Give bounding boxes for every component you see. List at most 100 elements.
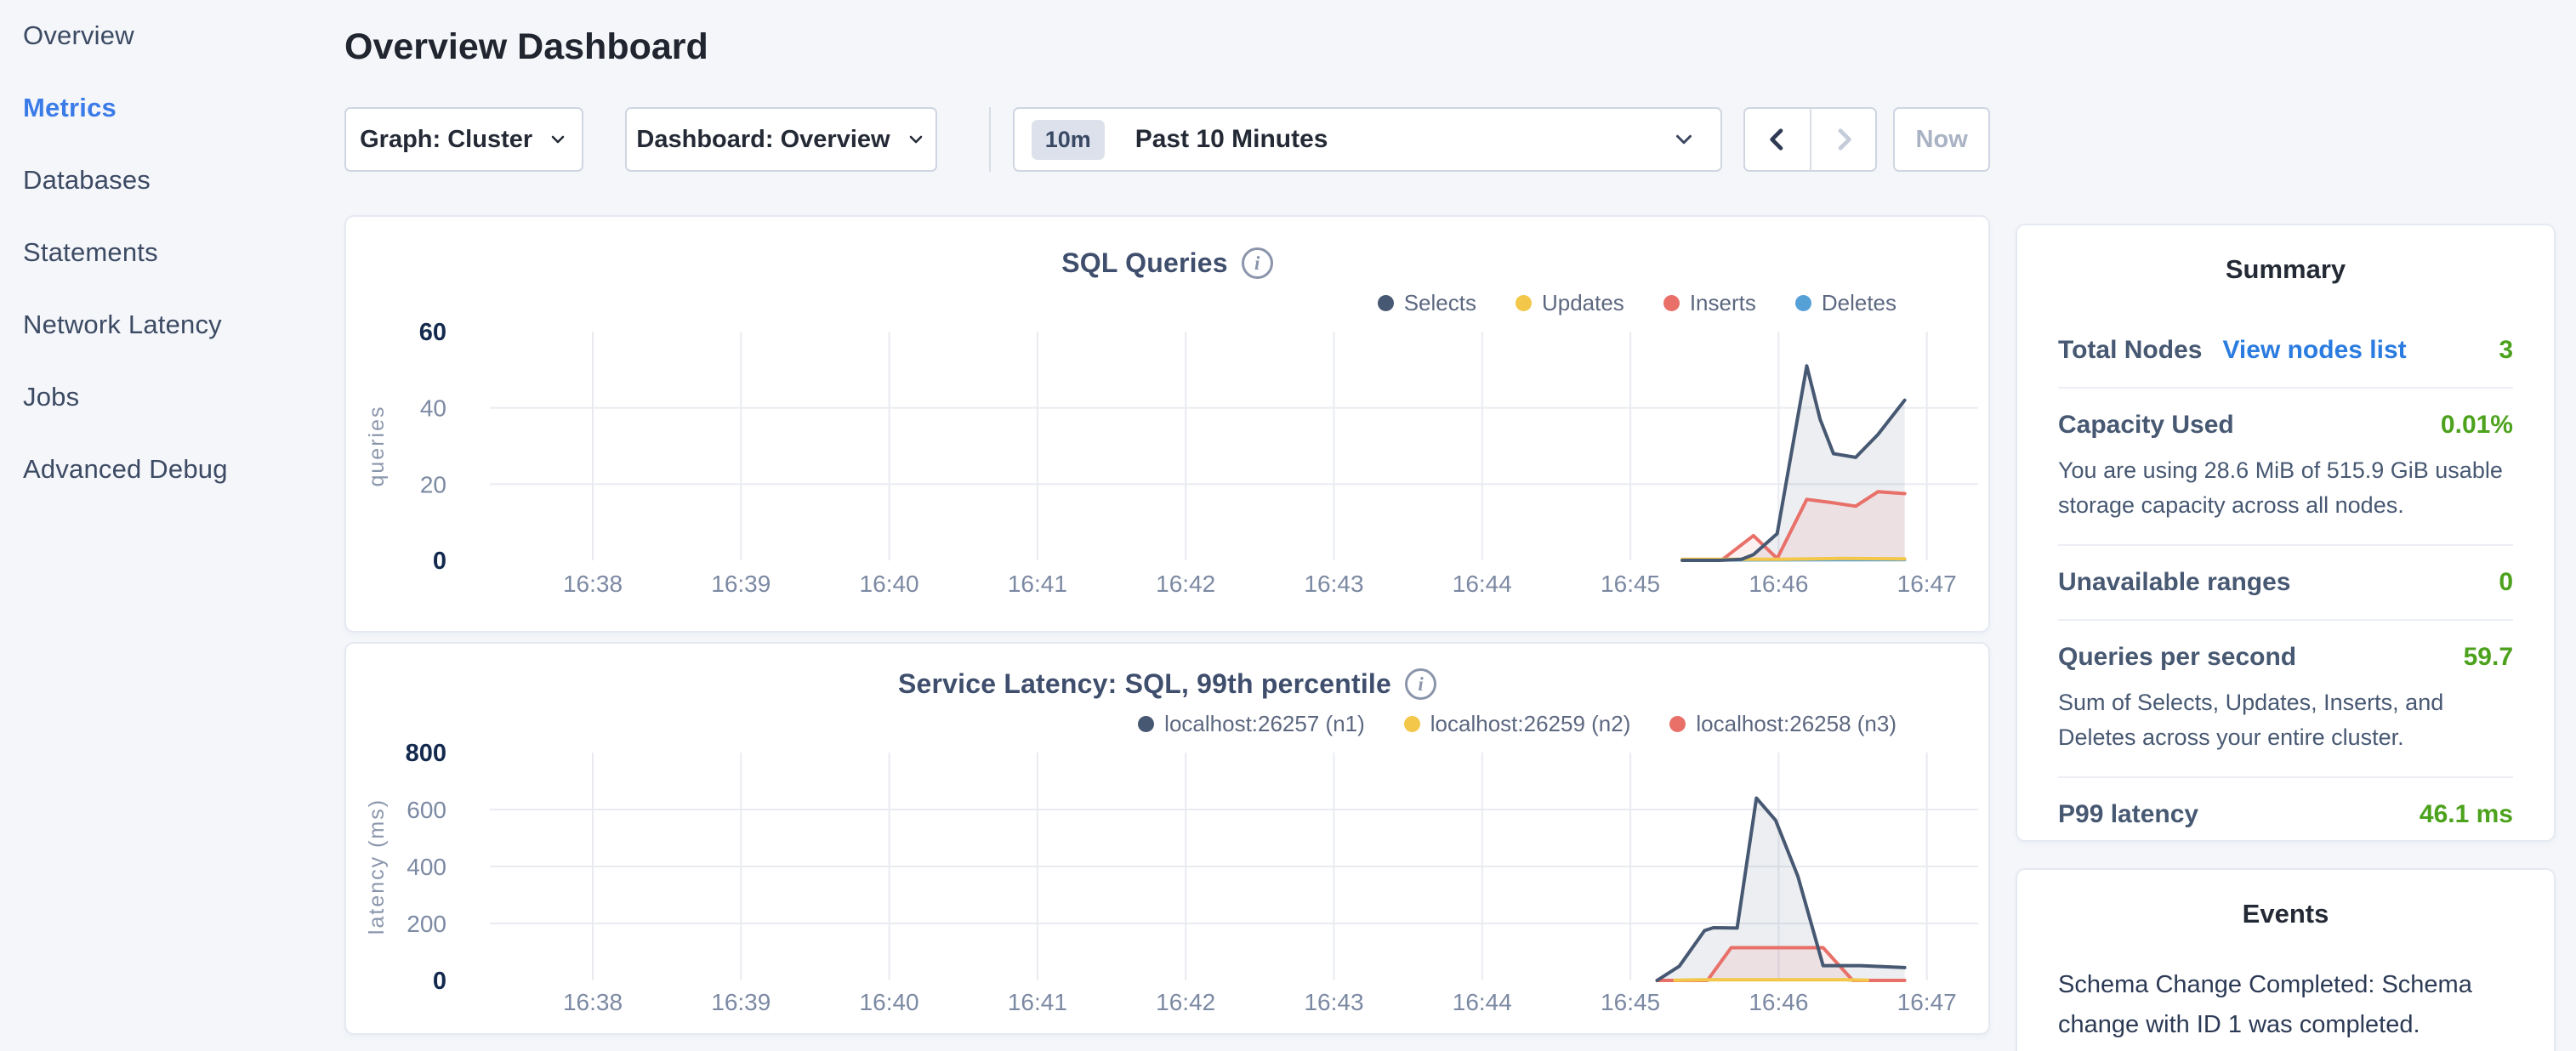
time-forward-button[interactable] bbox=[1809, 109, 1875, 170]
svg-text:0: 0 bbox=[433, 968, 446, 995]
svg-text:16:41: 16:41 bbox=[1008, 571, 1067, 597]
svg-text:60: 60 bbox=[419, 319, 446, 346]
legend-item: localhost:26258 (n3) bbox=[1669, 711, 1896, 737]
svg-text:16:38: 16:38 bbox=[563, 989, 623, 1015]
legend-dot bbox=[1669, 716, 1686, 732]
svg-text:400: 400 bbox=[407, 854, 446, 880]
summary-label: P99 latency bbox=[2058, 800, 2199, 828]
toolbar-divider bbox=[988, 107, 991, 172]
summary-description: Sum of Selects, Updates, Inserts, and De… bbox=[2058, 690, 2444, 750]
chevron-down-icon bbox=[1671, 127, 1697, 152]
svg-text:600: 600 bbox=[407, 797, 446, 823]
svg-text:40: 40 bbox=[420, 395, 446, 422]
chart-plot-area[interactable]: 16:38 16:39 16:40 16:41 16:42 16:43 16:44 16:45… bbox=[346, 217, 1992, 634]
sidebar-item-jobs[interactable]: Jobs bbox=[23, 382, 80, 412]
svg-text:16:41: 16:41 bbox=[1008, 989, 1067, 1015]
svg-text:16:42: 16:42 bbox=[1156, 571, 1215, 597]
summary-label: Unavailable ranges bbox=[2058, 568, 2291, 596]
summary-row-total-nodes: Total Nodes View nodes list 3 bbox=[2058, 314, 2513, 387]
chart-legend: Selects Updates Inserts Deletes bbox=[1377, 290, 1896, 316]
svg-text:16:47: 16:47 bbox=[1897, 571, 1957, 597]
svg-text:16:40: 16:40 bbox=[860, 989, 919, 1015]
svg-text:16:47: 16:47 bbox=[1897, 989, 1957, 1015]
summary-description: You are using 28.6 MiB of 515.9 GiB usab… bbox=[2058, 457, 2503, 518]
svg-text:20: 20 bbox=[420, 471, 446, 497]
legend-item: Deletes bbox=[1794, 290, 1896, 316]
legend-item: localhost:26257 (n1) bbox=[1138, 711, 1365, 737]
svg-text:16:44: 16:44 bbox=[1453, 989, 1512, 1015]
svg-text:16:43: 16:43 bbox=[1304, 571, 1363, 597]
chart-title: Service Latency: SQL, 99th percentile bbox=[897, 668, 1392, 699]
svg-text:16:45: 16:45 bbox=[1601, 989, 1660, 1015]
chevron-right-icon bbox=[1828, 123, 1860, 156]
svg-text:0: 0 bbox=[433, 548, 446, 575]
svg-text:16:45: 16:45 bbox=[1601, 571, 1660, 597]
legend-dot bbox=[1663, 295, 1680, 311]
time-range-badge: 10m bbox=[1031, 119, 1105, 160]
svg-text:16:39: 16:39 bbox=[711, 989, 771, 1015]
legend-item: Updates bbox=[1515, 290, 1624, 316]
time-step-buttons bbox=[1743, 107, 1878, 172]
summary-value: 3 bbox=[2499, 336, 2513, 364]
dashboard-dropdown[interactable]: Dashboard: Overview bbox=[625, 107, 937, 172]
svg-text:800: 800 bbox=[406, 740, 446, 767]
svg-text:queries: queries bbox=[365, 406, 389, 487]
sidebar-item-advanced-debug[interactable]: Advanced Debug bbox=[23, 454, 228, 484]
time-range-label: Past 10 Minutes bbox=[1134, 125, 1328, 153]
graph-scope-dropdown[interactable]: Graph: Cluster bbox=[344, 107, 584, 172]
svg-text:16:46: 16:46 bbox=[1749, 571, 1808, 597]
legend-dot bbox=[1138, 716, 1155, 732]
chevron-down-icon bbox=[548, 129, 568, 150]
legend-item: localhost:26259 (n2) bbox=[1403, 711, 1630, 737]
chevron-down-icon bbox=[906, 129, 926, 150]
info-icon[interactable]: i bbox=[1241, 247, 1273, 279]
svg-text:16:40: 16:40 bbox=[860, 571, 919, 597]
legend-dot bbox=[1403, 716, 1420, 732]
summary-value: 46.1 ms bbox=[2419, 800, 2513, 828]
now-button[interactable]: Now bbox=[1893, 107, 1990, 172]
svg-text:16:39: 16:39 bbox=[711, 571, 771, 597]
legend-item: Inserts bbox=[1663, 290, 1756, 316]
chart-legend: localhost:26257 (n1) localhost:26259 (n2)… bbox=[1138, 711, 1896, 737]
summary-row-p99-latency: P99 latency 46.1 ms bbox=[2058, 776, 2513, 851]
summary-row-capacity-used: Capacity Used 0.01% You are using 28.6 M… bbox=[2058, 387, 2513, 544]
events-title: Events bbox=[2242, 899, 2329, 929]
info-icon[interactable]: i bbox=[1405, 668, 1437, 700]
legend-item: Selects bbox=[1377, 290, 1476, 316]
summary-title: Summary bbox=[2225, 254, 2346, 284]
svg-text:latency (ms): latency (ms) bbox=[365, 798, 389, 935]
summary-label: Queries per second bbox=[2058, 643, 2297, 671]
svg-text:16:38: 16:38 bbox=[563, 571, 623, 597]
view-nodes-list-link[interactable]: View nodes list bbox=[2222, 336, 2407, 364]
sidebar-item-metrics[interactable]: Metrics bbox=[23, 93, 117, 122]
legend-dot bbox=[1794, 295, 1811, 311]
events-panel: Events Schema Change Completed: Schema c… bbox=[2016, 868, 2556, 1051]
sidebar-item-overview[interactable]: Overview bbox=[23, 20, 134, 50]
time-back-button[interactable] bbox=[1745, 109, 1809, 170]
summary-row-queries-per-second: Queries per second 59.7 Sum of Selects, … bbox=[2058, 619, 2513, 776]
svg-text:16:44: 16:44 bbox=[1453, 571, 1512, 597]
chart-plot-area[interactable]: 16:38 16:39 16:40 16:41 16:42 16:43 16:44 16:45… bbox=[346, 644, 1992, 1037]
summary-value: 59.7 bbox=[2463, 643, 2513, 671]
svg-text:16:46: 16:46 bbox=[1749, 989, 1808, 1015]
event-item-text: Schema Change Completed: Schema change w… bbox=[2058, 971, 2472, 1038]
toolbar: Graph: Cluster Dashboard: Overview 10m P… bbox=[344, 107, 1990, 172]
summary-value: 0 bbox=[2499, 568, 2513, 596]
main-content: Overview Dashboard Graph: Cluster Dashbo… bbox=[344, 0, 1990, 1035]
svg-text:200: 200 bbox=[407, 911, 446, 937]
svg-text:16:43: 16:43 bbox=[1304, 989, 1363, 1015]
summary-row-unavailable-ranges: Unavailable ranges 0 bbox=[2058, 544, 2513, 619]
summary-panel: Summary Total Nodes View nodes list 3 Ca… bbox=[2016, 224, 2556, 842]
page-title: Overview Dashboard bbox=[344, 26, 708, 67]
sidebar-item-databases[interactable]: Databases bbox=[23, 165, 151, 195]
sidebar-item-statements[interactable]: Statements bbox=[23, 237, 158, 267]
graph-scope-label: Graph: Cluster bbox=[360, 125, 533, 153]
time-range-dropdown[interactable]: 10m Past 10 Minutes bbox=[1012, 107, 1723, 172]
sidebar-item-network-latency[interactable]: Network Latency bbox=[23, 310, 222, 339]
chart-title: SQL Queries bbox=[1061, 247, 1228, 278]
sql-queries-chart-card: SQL Queries i Selects Updates Inserts Delet… bbox=[344, 215, 1990, 633]
summary-label: Total Nodes bbox=[2058, 336, 2203, 364]
svg-text:16:42: 16:42 bbox=[1156, 989, 1215, 1015]
summary-value: 0.01% bbox=[2440, 411, 2513, 439]
legend-dot bbox=[1377, 295, 1394, 311]
